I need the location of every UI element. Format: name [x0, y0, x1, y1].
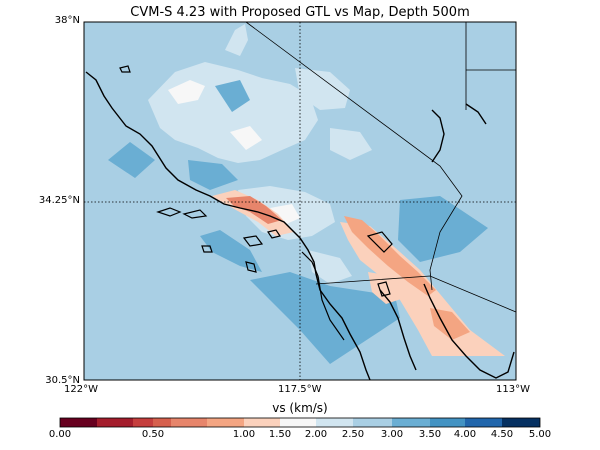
colorbar-tick-label: 5.00	[528, 429, 552, 440]
lat-label: 38°N	[54, 15, 80, 26]
island	[377, 281, 391, 297]
velocity-region-white	[168, 80, 205, 104]
velocity-region-white	[230, 126, 262, 150]
colorbar-tick-label: 4.00	[453, 429, 477, 440]
colorbar-bin	[60, 418, 97, 427]
map-panel	[83, 21, 517, 381]
velocity-region-blue	[398, 196, 488, 262]
colorbar-frame	[59, 417, 541, 428]
velocity-region-blue	[188, 160, 238, 190]
map-frame	[83, 21, 517, 381]
colorbar-tick-label: 0.00	[48, 429, 72, 440]
velocity-region-blue	[108, 142, 155, 178]
velocity-region-salmon	[430, 308, 470, 340]
velocity-region-light-blue	[225, 24, 248, 56]
lon-label: 113°W	[496, 384, 530, 395]
island	[366, 231, 393, 253]
coastline	[379, 289, 417, 371]
velocity-region-white	[270, 204, 300, 226]
map-title: CVM-S 4.23 with Proposed GTL vs Map, Dep…	[130, 5, 470, 20]
velocity-region-light-blue	[295, 68, 350, 110]
island	[156, 207, 182, 217]
colorbar-bin	[430, 418, 465, 427]
island	[119, 65, 131, 73]
colorbar-tick-label: 1.00	[232, 429, 256, 440]
colorbar-bin	[502, 418, 540, 427]
colorbar-tick-label: 0.50	[141, 429, 165, 440]
colorbar-bin	[316, 418, 353, 427]
colorbar-tick-label: 3.00	[380, 429, 404, 440]
colorbar-tick-label: 1.50	[268, 429, 292, 440]
island	[242, 235, 264, 247]
velocity-region-salmon	[344, 216, 436, 296]
lat-label: 34.25°N	[38, 195, 80, 206]
velocity-region-blue	[250, 272, 400, 364]
colorbar-tick-label: 2.50	[341, 429, 365, 440]
colorbar-bin	[244, 418, 280, 427]
coastline	[423, 283, 515, 379]
island	[267, 229, 281, 239]
coastline	[85, 71, 371, 381]
lon-label: 117.5°W	[278, 384, 322, 395]
island	[182, 209, 208, 219]
colorbar-bin	[353, 418, 392, 427]
colorbar-bin	[171, 418, 207, 427]
velocity-region-blue	[200, 230, 262, 272]
island	[201, 245, 213, 253]
coastline	[431, 109, 445, 163]
coastline	[301, 251, 345, 341]
colorbar-bin	[465, 418, 502, 427]
colorbar-bin	[153, 418, 171, 427]
velocity-region-blue	[215, 80, 250, 112]
national-border	[315, 275, 517, 313]
velocity-region-light-blue	[330, 128, 372, 160]
coastline	[465, 103, 487, 125]
colorbar-tick-label: 3.50	[418, 429, 442, 440]
colorbar-bin	[133, 418, 153, 427]
colorbar-label: vs (km/s)	[272, 401, 328, 415]
island	[245, 261, 257, 273]
colorbar-bin	[97, 418, 133, 427]
velocity-region-light-blue	[308, 250, 352, 284]
lat-label: 30.5°N	[45, 375, 80, 386]
colorbar-bin	[280, 418, 316, 427]
velocity-region-red	[226, 196, 282, 224]
state-border	[245, 21, 463, 291]
colorbar-bin	[392, 418, 430, 427]
lon-label: 122°W	[64, 384, 98, 395]
colorbar-bin	[207, 418, 244, 427]
colorbar-tick-label: 4.50	[490, 429, 514, 440]
colorbar-tick-label: 2.00	[304, 429, 328, 440]
colorbar	[59, 417, 541, 428]
